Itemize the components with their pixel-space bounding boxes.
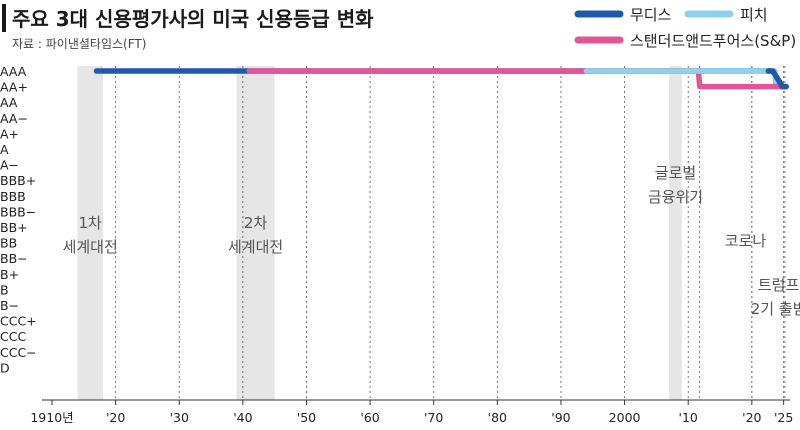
- x-tick-label: 2000: [609, 410, 641, 425]
- legend-label-0: 무디스: [630, 6, 672, 24]
- y-tick-label: A−: [0, 158, 19, 173]
- x-tick-label: '30: [170, 410, 189, 425]
- x-tick-label: 1910년: [30, 410, 73, 425]
- y-tick-label: A: [0, 142, 9, 157]
- period-label: 1차: [79, 214, 103, 232]
- y-tick-label: AA+: [0, 80, 28, 95]
- y-tick-label: B: [0, 282, 9, 297]
- x-tick-label: '60: [360, 410, 379, 425]
- x-tick-label: '80: [488, 410, 507, 425]
- chart-title: 주요 3대 신용평가사의 미국 신용등급 변화: [12, 7, 374, 31]
- shaded-period-0: [77, 66, 103, 400]
- x-tick-label: '20: [742, 410, 761, 425]
- period-label: 2차: [244, 214, 268, 232]
- x-tick-label: '50: [297, 410, 316, 425]
- period-label: 세계대전: [228, 238, 283, 256]
- event-annotation: 코로나: [725, 232, 767, 250]
- y-tick-label: AAA: [0, 64, 27, 79]
- chart-source: 자료 : 파이낸셜타임스(FT): [12, 37, 146, 51]
- x-tick-label: '70: [424, 410, 443, 425]
- x-tick-label: '40: [233, 410, 252, 425]
- y-tick-label: CCC−: [0, 345, 37, 360]
- x-tick-label: '20: [106, 410, 125, 425]
- period-label: 글로벌: [655, 164, 696, 182]
- x-tick-label: '10: [679, 410, 698, 425]
- x-tick-label: '25: [774, 410, 793, 425]
- y-tick-label: BB−: [0, 251, 28, 266]
- y-tick-label: D: [0, 360, 10, 375]
- x-tick-label: '90: [551, 410, 570, 425]
- period-label: 세계대전: [63, 238, 118, 256]
- period-label: 금융위기: [648, 188, 703, 206]
- title-accent-bar: [2, 4, 6, 32]
- event-annotation: 2기 출범: [751, 300, 800, 318]
- y-tick-label: BBB: [0, 189, 26, 204]
- series-line-2: [246, 68, 789, 90]
- y-tick-label: BBB+: [0, 173, 36, 188]
- y-tick-label: B−: [0, 298, 19, 313]
- shaded-period-2: [669, 66, 682, 400]
- y-tick-label: CCC: [0, 329, 26, 344]
- y-tick-label: BBB−: [0, 204, 36, 219]
- y-tick-label: CCC+: [0, 314, 37, 329]
- y-tick-label: AA−: [0, 111, 28, 126]
- y-tick-label: AA: [0, 95, 18, 110]
- shaded-period-1: [236, 66, 275, 400]
- event-annotation: 트럼프: [758, 276, 800, 294]
- y-tick-label: BB: [0, 236, 17, 251]
- y-tick-label: A+: [0, 126, 19, 141]
- legend-label-1: 피치: [740, 6, 768, 24]
- legend-label-2: 스탠더드앤드푸어스(S&P): [630, 32, 796, 50]
- series-line-0-overlay: [765, 68, 789, 90]
- y-tick-label: BB+: [0, 220, 28, 235]
- y-tick-label: B+: [0, 267, 19, 282]
